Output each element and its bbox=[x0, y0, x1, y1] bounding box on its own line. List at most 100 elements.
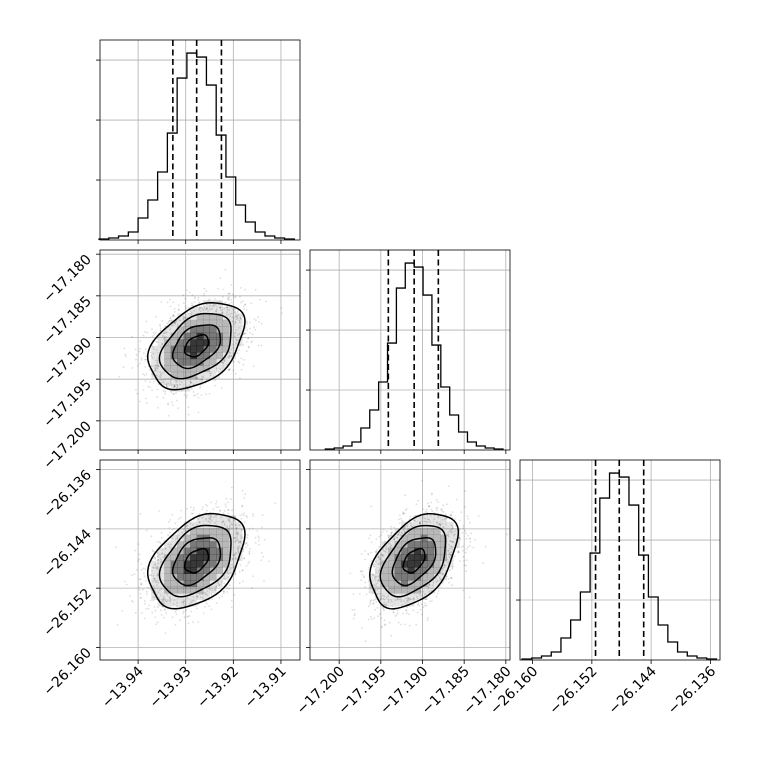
density-cell bbox=[229, 528, 236, 535]
density-cell bbox=[414, 573, 421, 581]
scatter-point bbox=[199, 378, 202, 381]
scatter-point bbox=[199, 310, 202, 313]
scatter-point bbox=[222, 590, 225, 592]
scatter-point bbox=[211, 307, 214, 310]
scatter-point bbox=[465, 570, 467, 572]
scatter-point bbox=[227, 587, 230, 590]
scatter-point bbox=[360, 570, 363, 573]
scatter-point bbox=[184, 600, 186, 603]
density-cell bbox=[401, 554, 408, 561]
scatter-point bbox=[250, 302, 253, 305]
scatter-point bbox=[168, 527, 171, 529]
scatter-point bbox=[239, 295, 241, 298]
scatter-point bbox=[230, 498, 232, 501]
histogram-panel-2 bbox=[516, 459, 721, 664]
scatter-point bbox=[419, 522, 421, 525]
scatter-point bbox=[171, 537, 174, 540]
scatter-point bbox=[154, 563, 157, 565]
scatter-point bbox=[218, 306, 221, 309]
scatter-point bbox=[387, 601, 390, 603]
density-cell bbox=[407, 586, 415, 594]
scatter-point bbox=[151, 570, 153, 572]
scatter-point bbox=[390, 544, 393, 547]
scatter-point bbox=[185, 396, 188, 398]
scatter-point bbox=[232, 308, 235, 311]
density-cell bbox=[420, 541, 428, 548]
scatter-point bbox=[182, 603, 185, 605]
scatter-point bbox=[409, 597, 411, 600]
scatter-point bbox=[214, 298, 216, 300]
scatter-point bbox=[257, 316, 259, 319]
density-cell bbox=[216, 326, 223, 334]
density-cell bbox=[151, 352, 158, 360]
scatter-point bbox=[205, 308, 208, 310]
density-cell bbox=[229, 560, 236, 568]
scatter-point bbox=[172, 392, 175, 395]
scatter-point bbox=[380, 617, 383, 620]
scatter-point bbox=[207, 517, 210, 520]
scatter-point bbox=[160, 378, 163, 381]
scatter-point bbox=[175, 535, 178, 537]
scatter-point bbox=[180, 509, 183, 512]
density-cell bbox=[446, 541, 454, 548]
scatter-point bbox=[173, 308, 176, 310]
scatter-point bbox=[482, 562, 485, 565]
density-cell bbox=[164, 554, 171, 561]
scatter-point bbox=[207, 514, 210, 517]
density-cell bbox=[407, 547, 415, 555]
scatter-point bbox=[381, 531, 384, 533]
scatter-point bbox=[158, 589, 161, 592]
scatter-point bbox=[214, 310, 217, 313]
scatter-point bbox=[186, 524, 189, 527]
scatter-point bbox=[139, 596, 142, 599]
density-cell bbox=[414, 567, 421, 574]
scatter-point bbox=[162, 335, 164, 337]
scatter-point bbox=[220, 516, 222, 519]
scatter-point bbox=[378, 598, 381, 601]
scatter-point bbox=[393, 538, 396, 540]
density-cell bbox=[177, 599, 184, 607]
scatter-point bbox=[149, 369, 151, 371]
density-cell bbox=[196, 326, 204, 334]
scatter-point bbox=[419, 608, 422, 611]
scatter-point bbox=[236, 352, 239, 354]
scatter-point bbox=[385, 551, 387, 553]
scatter-point bbox=[204, 593, 207, 596]
scatter-point bbox=[159, 371, 162, 373]
scatter-point bbox=[160, 374, 162, 377]
scatter-point bbox=[235, 524, 238, 527]
density-cell bbox=[157, 573, 165, 581]
scatter-point bbox=[233, 515, 236, 518]
scatter-point bbox=[154, 609, 157, 612]
scatter-point bbox=[422, 606, 425, 608]
scatter-point bbox=[167, 377, 170, 380]
scatter-point bbox=[168, 320, 171, 322]
density-cell bbox=[222, 554, 230, 561]
scatter-point bbox=[234, 537, 237, 539]
scatter-point bbox=[206, 303, 208, 306]
scatter-point bbox=[160, 614, 163, 616]
scatter-point bbox=[163, 609, 166, 612]
scatter-point bbox=[391, 531, 393, 533]
scatter-point bbox=[218, 597, 221, 599]
scatter-point bbox=[200, 378, 203, 381]
scatter-point bbox=[243, 557, 246, 559]
scatter-point bbox=[159, 373, 162, 375]
density-cell bbox=[222, 573, 230, 581]
scatter-point bbox=[235, 528, 238, 531]
scatter-point bbox=[223, 582, 226, 584]
scatter-point bbox=[421, 480, 423, 482]
scatter-point bbox=[185, 609, 188, 611]
density-cell bbox=[151, 580, 158, 587]
density-cell bbox=[420, 580, 428, 587]
density-cell bbox=[394, 560, 402, 568]
scatter-point bbox=[450, 514, 452, 517]
density-cell bbox=[222, 560, 230, 568]
scatter-point bbox=[400, 517, 402, 520]
scatter-point bbox=[190, 381, 192, 383]
scatter-point bbox=[229, 315, 232, 318]
density-cell bbox=[203, 358, 210, 366]
scatter-point bbox=[153, 380, 155, 383]
scatter-point bbox=[196, 376, 199, 379]
scatter-point bbox=[390, 525, 392, 528]
